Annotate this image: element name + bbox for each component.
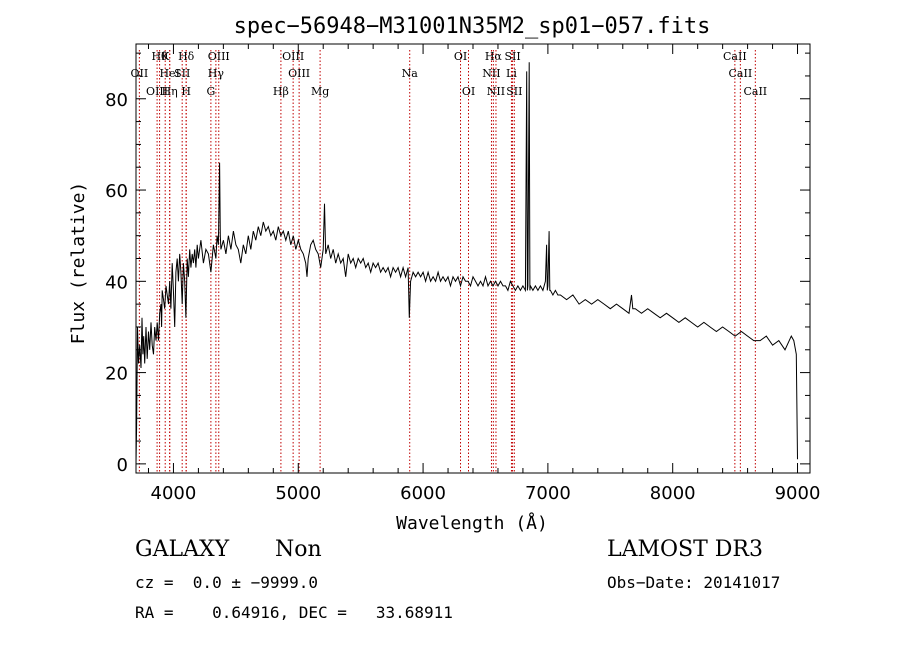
- line-label-9: OIII: [208, 50, 230, 63]
- chart-title: spec−56948−M31001N35M2_sp01−057.fits: [234, 14, 711, 39]
- line-label-5: K: [161, 50, 170, 63]
- spectral-line-labels: OII OIII Hθ HeI Hη K SII H Hδ OIII Hγ G OIII OIII Hβ Mg…: [131, 50, 768, 98]
- redshift-value: cz = 0.0 ± −9999.0: [135, 573, 319, 592]
- line-label-6: SII: [174, 67, 190, 80]
- line-label-3: HeI: [159, 67, 179, 80]
- x-tick-label-4: 8000: [650, 483, 696, 504]
- observation-date: Obs−Date: 20141017: [607, 573, 781, 592]
- line-label-26: CaII: [729, 67, 753, 80]
- y-axis: 0 20 40 60 80: [105, 52, 810, 476]
- line-label-16: Na: [402, 67, 419, 80]
- x-tick-label-0: 4000: [151, 483, 197, 504]
- x-axis: 4000 5000 6000 7000 8000 9000: [147, 44, 821, 504]
- x-tick-label-3: 7000: [525, 483, 571, 504]
- x-tick-label-2: 6000: [400, 483, 446, 504]
- line-label-4: Hη: [162, 85, 178, 98]
- y-tick-label-2: 40: [105, 272, 128, 293]
- spectral-line-markers: [138, 50, 756, 473]
- sky-coordinates: RA = 0.64916, DEC = 33.68911: [135, 603, 453, 622]
- line-label-0: OII: [131, 67, 149, 80]
- line-label-22: Li: [506, 67, 517, 80]
- line-label-18: OI: [462, 85, 475, 98]
- line-label-15: Mg: [311, 85, 329, 98]
- line-label-1: OIII: [146, 85, 168, 98]
- line-label-23: NII: [487, 85, 505, 98]
- x-axis-label: Wavelength (Å): [396, 512, 548, 534]
- line-label-24: SII: [506, 85, 522, 98]
- line-label-12: OIII: [282, 50, 304, 63]
- flux-series-line: [135, 62, 798, 464]
- y-axis-label: Flux (relative): [68, 182, 89, 345]
- line-label-17: OI: [454, 50, 467, 63]
- x-tick-label-5: 9000: [775, 483, 821, 504]
- plot-frame: [135, 43, 811, 474]
- line-label-11: G: [206, 85, 215, 98]
- y-tick-label-0: 0: [117, 455, 128, 476]
- line-label-25: CaII: [723, 50, 747, 63]
- line-label-21: NII: [482, 67, 500, 80]
- line-label-20: SII: [504, 50, 520, 63]
- line-label-13: OIII: [288, 67, 310, 80]
- line-label-10: Hγ: [208, 67, 225, 80]
- line-label-2: Hθ: [151, 50, 168, 63]
- line-label-14: Hβ: [273, 85, 289, 98]
- y-tick-label-4: 80: [105, 90, 128, 111]
- object-class: GALAXY: [135, 537, 230, 562]
- object-subclass: Non: [275, 537, 322, 562]
- x-tick-label-1: 5000: [275, 483, 321, 504]
- line-label-19: Hα: [485, 50, 503, 63]
- survey-name: LAMOST DR3: [607, 537, 763, 562]
- line-label-27: CaII: [743, 85, 767, 98]
- line-label-8: Hδ: [178, 50, 195, 63]
- line-label-7: H: [181, 85, 191, 98]
- y-tick-label-3: 60: [105, 181, 128, 202]
- y-tick-label-1: 20: [105, 364, 128, 385]
